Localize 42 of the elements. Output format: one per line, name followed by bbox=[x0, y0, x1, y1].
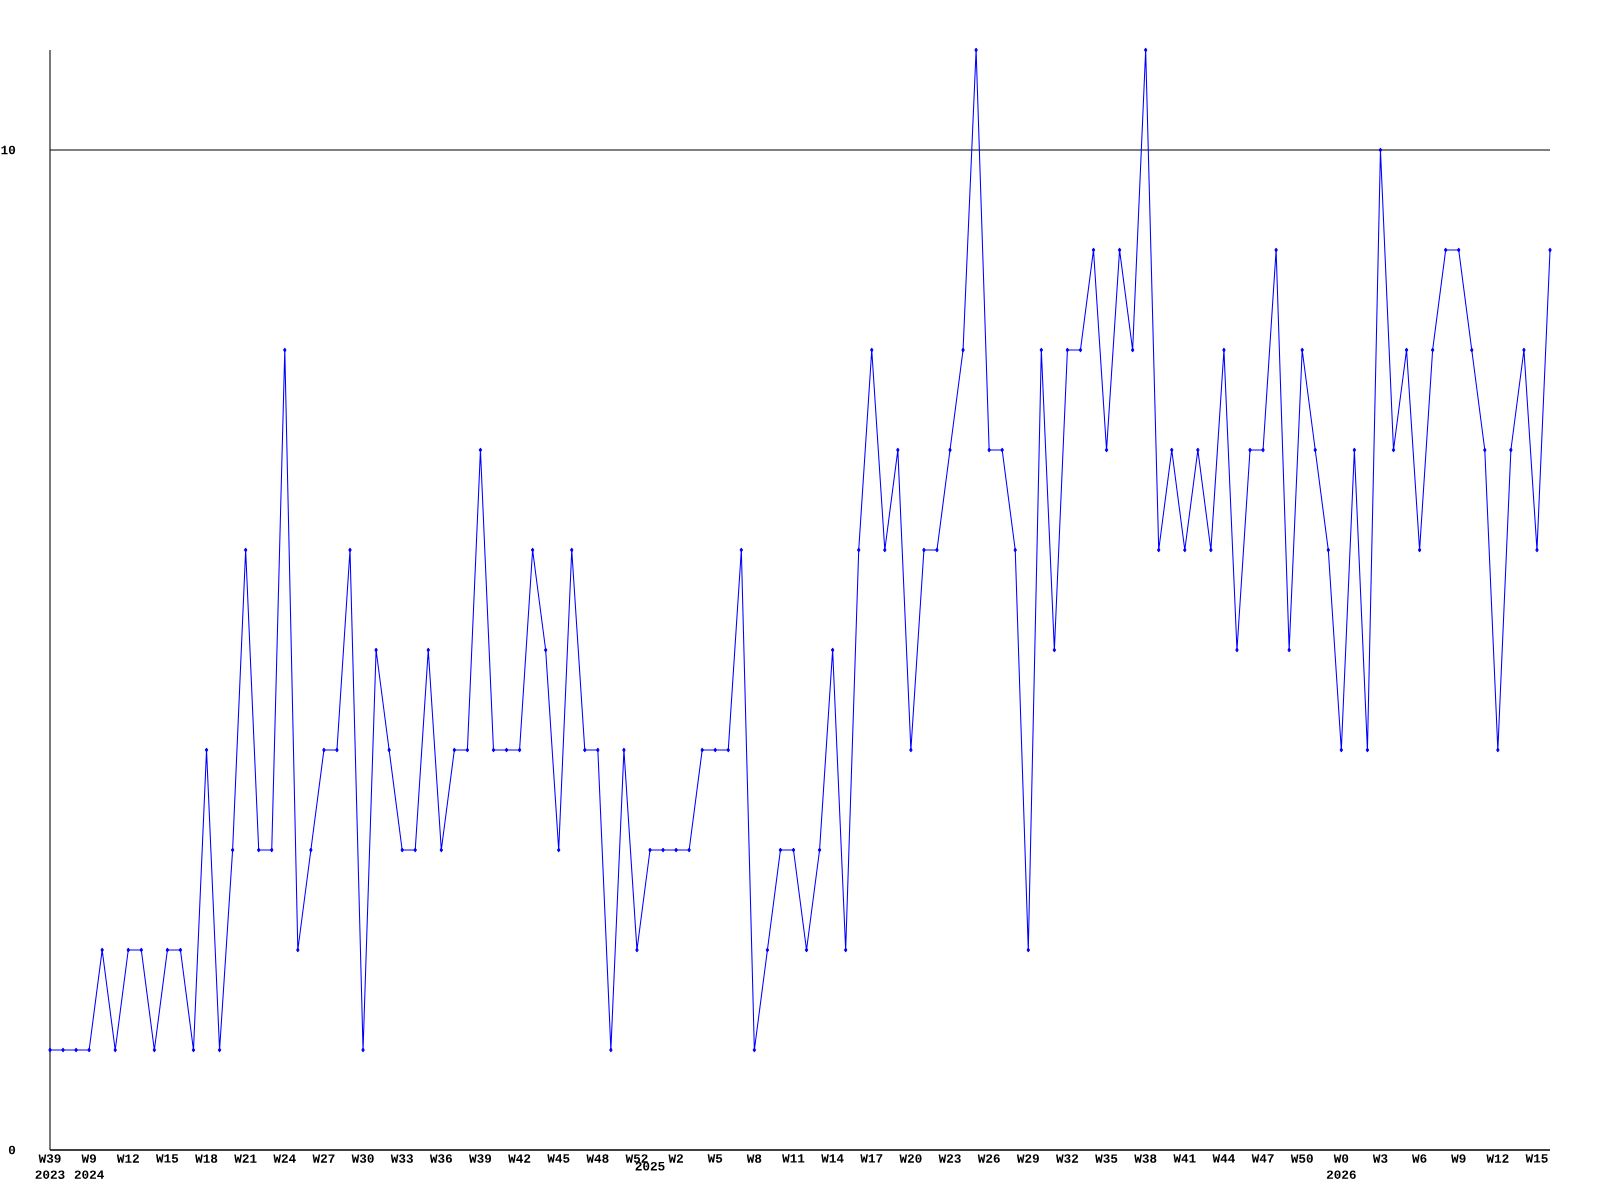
x-tick-label: W12 bbox=[1486, 1154, 1509, 1163]
x-tick-label: W39 2023 bbox=[35, 1154, 65, 1180]
x-tick-label: W39 bbox=[469, 1154, 492, 1163]
x-tick-label: W5 bbox=[707, 1154, 723, 1163]
x-tick-label: W15 bbox=[1525, 1154, 1548, 1163]
x-tick-label: W38 bbox=[1134, 1154, 1157, 1163]
x-tick-label: W6 bbox=[1412, 1154, 1427, 1163]
x-tick-label: W41 bbox=[1173, 1154, 1196, 1163]
x-tick-label: W11 bbox=[782, 1154, 805, 1163]
x-tick-label: W32 bbox=[1056, 1154, 1079, 1163]
x-tick-label: W47 bbox=[1251, 1154, 1274, 1163]
x-tick-label: W35 bbox=[1095, 1154, 1118, 1163]
x-tick-label: W27 bbox=[312, 1154, 335, 1163]
x-tick-label: W44 bbox=[1212, 1154, 1235, 1163]
x-tick-label: W3 bbox=[1372, 1154, 1388, 1163]
x-tick-label: W33 bbox=[390, 1154, 413, 1163]
x-tick-label: W9 bbox=[1451, 1154, 1466, 1163]
x-tick-label: W48 bbox=[586, 1154, 609, 1163]
x-tick-label: W50 bbox=[1290, 1154, 1313, 1163]
y-tick-label: 0 bbox=[8, 1145, 16, 1155]
x-tick-label: W45 bbox=[547, 1154, 570, 1163]
x-tick-label: W30 bbox=[351, 1154, 374, 1163]
x-tick-label: 2025 bbox=[635, 1161, 665, 1171]
x-tick-label: W17 bbox=[860, 1154, 883, 1163]
x-tick-label: W36 bbox=[429, 1154, 452, 1163]
x-tick-label: W9 2024 bbox=[74, 1154, 104, 1179]
x-tick-label: W0 2026 bbox=[1326, 1154, 1356, 1179]
x-tick-label: W18 bbox=[195, 1154, 218, 1163]
x-tick-label: W15 bbox=[156, 1154, 179, 1163]
x-tick-label: W29 bbox=[1016, 1154, 1039, 1163]
x-tick-label: W12 bbox=[116, 1154, 139, 1163]
x-tick-label: W26 bbox=[977, 1154, 1000, 1163]
x-tick-label: W2 bbox=[668, 1154, 683, 1163]
x-tick-label: W21 bbox=[234, 1154, 257, 1163]
y-tick-label: 10 bbox=[1, 145, 16, 155]
x-tick-label: W52 bbox=[625, 1154, 648, 1163]
x-tick-label: W20 bbox=[899, 1154, 922, 1163]
x-tick-label: W8 bbox=[746, 1154, 762, 1163]
x-tick-label: W42 bbox=[508, 1154, 531, 1163]
x-tick-label: W14 bbox=[821, 1154, 844, 1163]
x-tick-label: W24 bbox=[273, 1154, 296, 1163]
x-tick-label: W23 bbox=[938, 1154, 961, 1163]
